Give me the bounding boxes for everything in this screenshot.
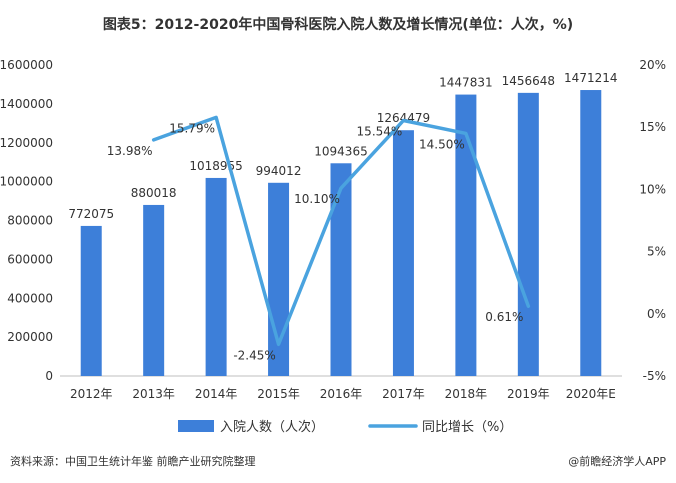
bar: [580, 90, 602, 376]
y-left-tick-label: 600000: [7, 252, 53, 266]
y-right-tick-label: -5%: [643, 369, 666, 383]
x-tick-label: 2016年: [320, 387, 363, 401]
bar-value-label: 1447831: [439, 76, 492, 90]
y-left-tick-label: 200000: [7, 330, 53, 344]
bar-value-label: 1018955: [189, 159, 242, 173]
legend-label-line: 同比增长（%）: [422, 420, 512, 435]
y-left-tick-label: 0: [45, 369, 53, 383]
x-tick-label: 2019年: [507, 387, 550, 401]
bar-value-label: 994012: [256, 164, 302, 178]
bar: [392, 130, 414, 376]
y-right-tick-label: 10%: [639, 182, 666, 196]
source-note: 资料来源：中国卫生统计年鉴 前瞻产业研究院整理: [10, 455, 256, 468]
y-left-tick-label: 1600000: [0, 58, 53, 72]
brand-mark: @前瞻经济学人APP: [568, 455, 666, 468]
bar: [330, 163, 352, 376]
y-right-tick-label: 0%: [647, 307, 666, 321]
y-left-tick-label: 1000000: [0, 175, 53, 189]
legend-label-bar: 入院人数（人次）: [220, 419, 324, 435]
bar: [80, 225, 102, 376]
y-left-tick-label: 400000: [7, 291, 53, 305]
x-tick-label: 2014年: [195, 387, 238, 401]
x-tick-label: 2013年: [132, 387, 175, 401]
bar-value-label: 1094365: [314, 144, 367, 158]
y-left-tick-label: 800000: [7, 214, 53, 228]
y-right-tick-label: 5%: [647, 245, 666, 259]
x-tick-label: 2018年: [445, 387, 488, 401]
bar-value-label: 1456648: [502, 74, 555, 88]
y-right-tick-label: 15%: [639, 120, 666, 134]
growth-value-label: 13.98%: [107, 144, 153, 158]
bar: [205, 177, 227, 376]
legend-swatch-bar: [178, 420, 214, 432]
y-left-tick-label: 1400000: [0, 97, 53, 111]
x-tick-label: 2017年: [382, 387, 425, 401]
growth-series-line: [151, 115, 531, 347]
y-left-tick-label: 1200000: [0, 136, 53, 150]
x-tick-label: 2020年E: [566, 387, 616, 401]
x-tick-label: 2012年: [70, 387, 113, 401]
chart-title: 图表5：2012-2020年中国骨科医院入院人数及增长情况(单位：人次，%): [102, 17, 574, 33]
growth-value-label: 10.10%: [294, 192, 340, 206]
growth-value-label: 15.54%: [357, 124, 403, 138]
bar-value-label: 772075: [68, 207, 114, 221]
bar-value-label: 1471214: [564, 71, 617, 85]
growth-value-label: -2.45%: [233, 348, 275, 362]
growth-value-label: 15.79%: [169, 121, 215, 135]
bar: [455, 94, 477, 376]
bar: [517, 92, 539, 376]
growth-value-label: 0.61%: [485, 310, 523, 324]
bar-value-label: 880018: [131, 186, 177, 200]
growth-value-label: 14.50%: [419, 137, 465, 151]
bar: [143, 204, 165, 376]
y-right-tick-label: 20%: [639, 58, 666, 72]
bar: [268, 182, 290, 376]
x-tick-label: 2015年: [257, 387, 300, 401]
